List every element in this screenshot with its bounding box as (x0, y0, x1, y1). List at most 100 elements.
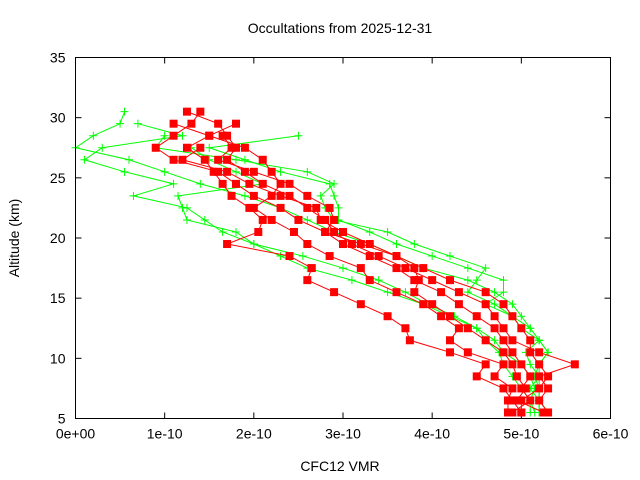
red-profile-1 (151, 107, 535, 417)
red-square-point (307, 264, 316, 273)
red-square-point (499, 300, 508, 309)
green-plus-point (120, 107, 129, 116)
green-plus-point (129, 191, 138, 200)
red-profile-5 (169, 119, 517, 417)
red-square-point (508, 408, 517, 417)
green-profile-4 (174, 143, 539, 417)
green-profile-line (74, 111, 549, 413)
green-plus-point (294, 131, 303, 140)
green-plus-point (98, 143, 107, 152)
red-square-point (254, 227, 263, 236)
red-square-point (446, 336, 454, 345)
green-plus-point (169, 179, 178, 188)
red-square-point (517, 408, 526, 417)
y-tick-label: 10 (50, 350, 66, 366)
red-square-point (481, 300, 490, 309)
green-plus-point (316, 191, 325, 200)
red-square-point (365, 252, 374, 261)
green-plus-point (463, 288, 472, 297)
red-square-point (232, 179, 240, 188)
green-plus-point (472, 276, 481, 285)
red-square-point (303, 276, 312, 285)
green-plus-point (401, 288, 410, 297)
red-square-point (227, 191, 236, 200)
red-square-point (339, 227, 347, 236)
red-square-point (503, 408, 512, 417)
green-plus-point (196, 179, 205, 188)
red-square-point (223, 167, 232, 176)
green-profile-line (177, 147, 536, 413)
red-square-point (428, 276, 437, 285)
red-square-point (356, 300, 365, 309)
red-square-point (392, 264, 401, 273)
green-plus-point (178, 131, 187, 140)
red-square-point (544, 384, 553, 393)
red-square-point (187, 119, 196, 128)
red-square-point (196, 143, 205, 152)
red-square-point (356, 264, 365, 273)
red-square-point (526, 336, 535, 345)
green-profile-line (154, 135, 540, 413)
red-square-point (512, 372, 521, 381)
red-square-point (446, 276, 454, 285)
green-plus-point (383, 288, 392, 297)
red-square-point (303, 240, 312, 249)
green-plus-point (240, 191, 249, 200)
red-square-point (223, 131, 232, 140)
red-square-point (196, 107, 205, 116)
green-plus-point (303, 167, 312, 176)
green-plus-point (174, 191, 183, 200)
red-square-point (481, 360, 490, 369)
red-square-point (463, 324, 472, 333)
red-square-point (276, 203, 285, 212)
red-square-point (374, 252, 383, 261)
red-square-point (258, 179, 267, 188)
red-square-point (472, 312, 481, 321)
red-square-point (267, 167, 276, 176)
red-square-point (535, 360, 544, 369)
red-square-point (472, 372, 481, 381)
plot-series (71, 107, 579, 417)
red-square-point (321, 227, 330, 236)
x-axis-label: CFC12 VMR (300, 458, 379, 474)
red-square-point (245, 203, 254, 212)
red-square-point (414, 276, 423, 285)
red-square-point (392, 252, 401, 261)
red-square-point (437, 288, 446, 297)
red-square-point (169, 131, 178, 140)
red-profile-2 (182, 107, 579, 417)
green-plus-point (120, 167, 129, 176)
red-square-point (151, 143, 160, 152)
red-square-point (544, 372, 553, 381)
green-plus-point (80, 155, 89, 164)
green-plus-point (182, 215, 191, 224)
red-square-point (481, 336, 490, 345)
green-plus-point (125, 155, 133, 164)
red-square-point (428, 300, 437, 309)
green-plus-point (205, 143, 214, 152)
red-square-point (508, 396, 517, 405)
green-plus-point (508, 300, 517, 309)
green-plus-point (428, 252, 437, 261)
red-square-point (240, 143, 249, 152)
green-plus-point (298, 252, 307, 261)
red-square-point (401, 324, 410, 333)
red-square-point (232, 119, 240, 128)
red-square-point (526, 372, 535, 381)
red-square-point (481, 288, 490, 297)
red-square-point (330, 215, 339, 224)
red-square-point (463, 348, 472, 357)
red-square-point (258, 155, 267, 164)
red-square-point (285, 191, 294, 200)
green-plus-point (365, 227, 374, 236)
y-tick-label: 25 (50, 170, 66, 186)
green-plus-point (276, 167, 285, 176)
green-plus-point (339, 264, 347, 273)
red-square-point (508, 348, 517, 357)
green-plus-point (218, 227, 227, 236)
green-plus-point (490, 336, 499, 345)
green-plus-point (490, 300, 499, 309)
green-plus-point (499, 288, 508, 297)
red-square-point (223, 155, 232, 164)
